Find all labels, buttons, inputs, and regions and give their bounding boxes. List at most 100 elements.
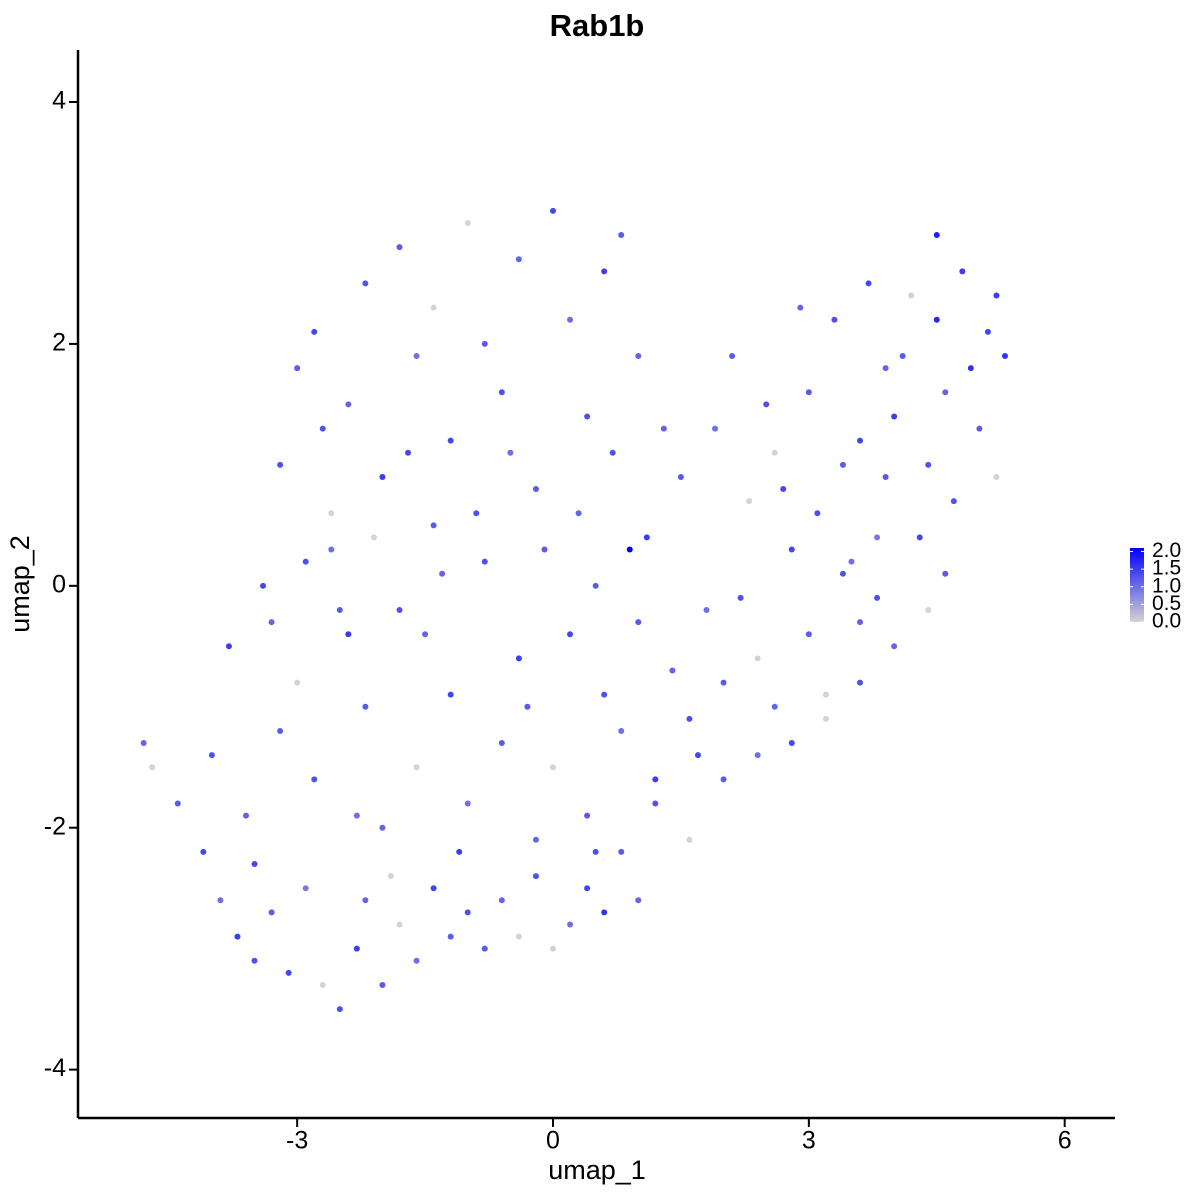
cell-point	[592, 848, 599, 855]
cell-point	[712, 425, 719, 432]
cell-point	[942, 389, 949, 396]
cell-point	[797, 304, 804, 311]
cell-point	[515, 655, 522, 662]
cell-point	[379, 824, 386, 831]
cell-point	[677, 473, 684, 480]
cell-point	[311, 328, 318, 335]
cell-point	[345, 631, 352, 638]
cell-point	[839, 461, 846, 468]
cell-point	[993, 292, 1000, 299]
cell-point	[379, 981, 386, 988]
cell-point	[780, 486, 787, 493]
cell-point	[174, 800, 181, 807]
colorbar-label: 1.5	[1152, 557, 1181, 580]
cell-point	[149, 764, 156, 771]
cell-point	[1001, 353, 1008, 360]
cell-point	[550, 764, 557, 771]
cell-point	[618, 232, 625, 239]
cell-point	[925, 461, 932, 468]
cell-point	[882, 473, 889, 480]
cell-point	[584, 413, 591, 420]
cell-point	[498, 389, 505, 396]
cell-point	[822, 691, 829, 698]
cell-point	[959, 268, 966, 275]
cell-point	[447, 933, 454, 940]
cell-point	[422, 631, 429, 638]
cell-point	[532, 486, 539, 493]
cell-point	[908, 292, 915, 299]
cell-point	[234, 933, 241, 940]
cell-point	[379, 473, 386, 480]
cell-point	[481, 340, 488, 347]
cell-point	[413, 764, 420, 771]
cell-point	[498, 740, 505, 747]
y-tick-label: -2	[44, 812, 66, 840]
cell-point	[857, 437, 864, 444]
cell-point	[814, 510, 821, 517]
cell-point	[225, 643, 232, 650]
colorbar-label: 0.5	[1152, 592, 1181, 615]
cell-point	[891, 413, 898, 420]
cell-point	[430, 885, 437, 892]
cell-point	[703, 607, 710, 614]
cell-point	[916, 534, 923, 541]
cell-point	[345, 401, 352, 408]
cell-point	[567, 631, 574, 638]
cell-point	[217, 897, 224, 904]
cell-point	[754, 752, 761, 759]
cell-point	[976, 425, 983, 432]
cell-point	[268, 619, 275, 626]
cell-point	[507, 449, 514, 456]
cell-point	[575, 510, 582, 517]
cell-point	[925, 607, 932, 614]
cell-point	[302, 885, 309, 892]
cell-point	[430, 304, 437, 311]
cell-point	[251, 861, 258, 868]
cell-point	[601, 691, 608, 698]
cell-point	[200, 848, 207, 855]
cell-point	[439, 570, 446, 577]
cell-point	[805, 631, 812, 638]
cell-point	[584, 885, 591, 892]
cell-point	[362, 280, 369, 287]
cell-point	[865, 280, 872, 287]
cell-point	[353, 812, 360, 819]
cell-point	[524, 703, 531, 710]
cell-point	[635, 353, 642, 360]
cell-point	[993, 473, 1000, 480]
cell-point	[456, 848, 463, 855]
cell-point	[788, 546, 795, 553]
cell-point	[285, 969, 292, 976]
cell-point	[839, 570, 846, 577]
colorbar	[1130, 548, 1144, 622]
cell-point	[618, 848, 625, 855]
cell-point	[473, 510, 480, 517]
cell-point	[950, 498, 957, 505]
cell-point	[311, 776, 318, 783]
cell-point	[874, 594, 881, 601]
cell-point	[294, 365, 301, 372]
cell-point	[319, 425, 326, 432]
cell-point	[652, 776, 659, 783]
cell-point	[882, 365, 889, 372]
cell-point	[481, 558, 488, 565]
x-axis-title: umap_1	[548, 1155, 646, 1185]
cell-point	[771, 703, 778, 710]
cell-point	[515, 933, 522, 940]
cell-point	[447, 691, 454, 698]
cell-point	[694, 752, 701, 759]
cell-point	[336, 607, 343, 614]
x-tick-label: 3	[802, 1127, 816, 1155]
y-axis-title: umap_2	[5, 535, 35, 633]
cell-point	[370, 534, 377, 541]
cell-point	[584, 812, 591, 819]
cell-point	[413, 353, 420, 360]
cell-point	[302, 558, 309, 565]
colorbar-label: 0.0	[1152, 610, 1181, 633]
cell-point	[464, 800, 471, 807]
cell-point	[609, 449, 616, 456]
cell-point	[208, 752, 215, 759]
cell-point	[686, 715, 693, 722]
x-tick-label: 6	[1058, 1127, 1072, 1155]
